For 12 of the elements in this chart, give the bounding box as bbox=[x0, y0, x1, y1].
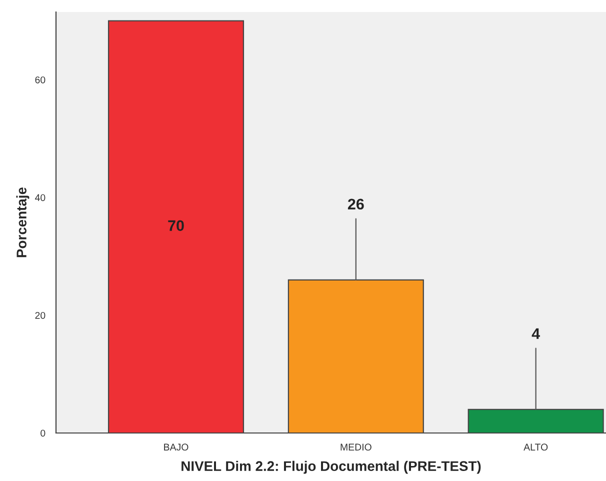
y-axis-title: Porcentaje bbox=[16, 187, 30, 258]
y-tick-label: 0 bbox=[40, 430, 46, 437]
y-tick-label: 40 bbox=[34, 194, 46, 202]
annotation: 4 bbox=[532, 328, 540, 339]
x-tick-label: MEDIO bbox=[340, 444, 372, 451]
data-label: 70 bbox=[168, 220, 184, 232]
y-tick-label: 60 bbox=[35, 76, 46, 84]
annotation: 26 bbox=[348, 198, 364, 210]
x-tick-label: ALTO bbox=[524, 444, 548, 451]
x-axis-title: NIVEL Dim 2.2: Flujo Documental (PRE-TEST) bbox=[182, 460, 481, 474]
y-tick-label: 20 bbox=[35, 312, 46, 319]
x-tick-label: BAJO bbox=[164, 444, 188, 451]
